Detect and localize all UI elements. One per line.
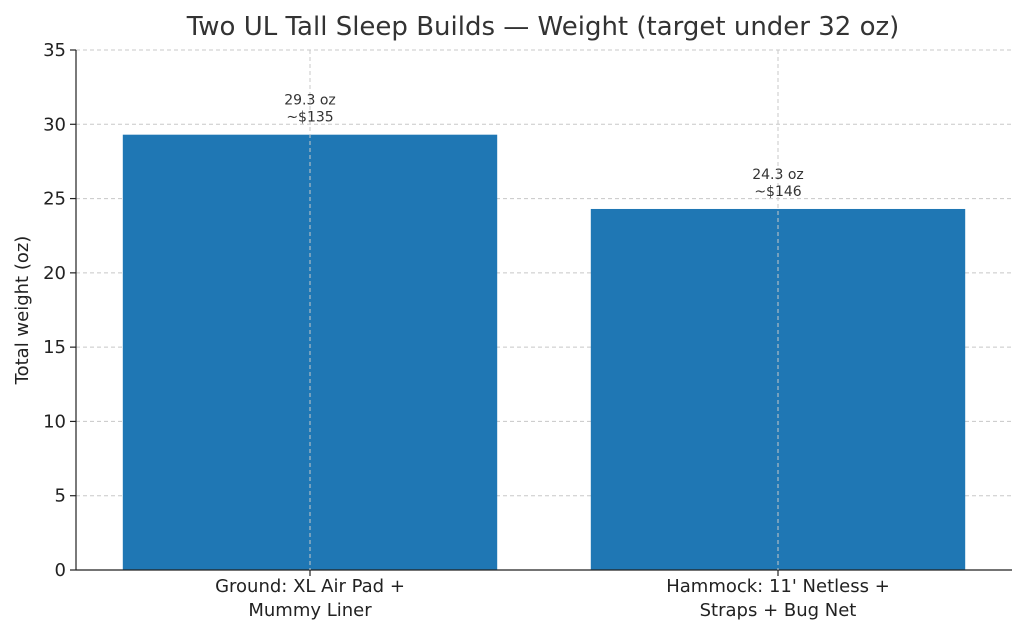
bar-data-label: ~$146 [754, 184, 801, 200]
y-axis-label: Total weight (oz) [12, 236, 33, 386]
y-tick-label: 15 [43, 337, 66, 358]
bar-data-label: 24.3 oz [752, 167, 804, 183]
bar-data-label: 29.3 oz [284, 93, 336, 109]
y-tick-label: 5 [55, 486, 66, 507]
y-tick-label: 20 [43, 263, 66, 284]
x-tick-label: Mummy Liner [248, 600, 372, 621]
y-tick-label: 10 [43, 411, 66, 432]
labels-layer: 0 5 10 15 20 25 30 35 Ground: XL Air Pad + Mummy … [43, 40, 890, 621]
bar-data-label: ~$135 [286, 110, 333, 126]
x-tick-label: Straps + Bug Net [700, 600, 857, 621]
bars-layer [122, 134, 966, 570]
x-tick-label: Hammock: 11' Netless + [666, 576, 890, 597]
x-tick-label: Ground: XL Air Pad + [215, 576, 405, 597]
y-tick-label: 35 [43, 40, 66, 61]
y-tick-label: 25 [43, 189, 66, 210]
y-tick-label: 0 [55, 560, 66, 581]
chart-title: Two UL Tall Sleep Builds — Weight (targe… [186, 12, 900, 42]
axes-layer [70, 49, 1012, 576]
y-tick-label: 30 [43, 114, 66, 135]
